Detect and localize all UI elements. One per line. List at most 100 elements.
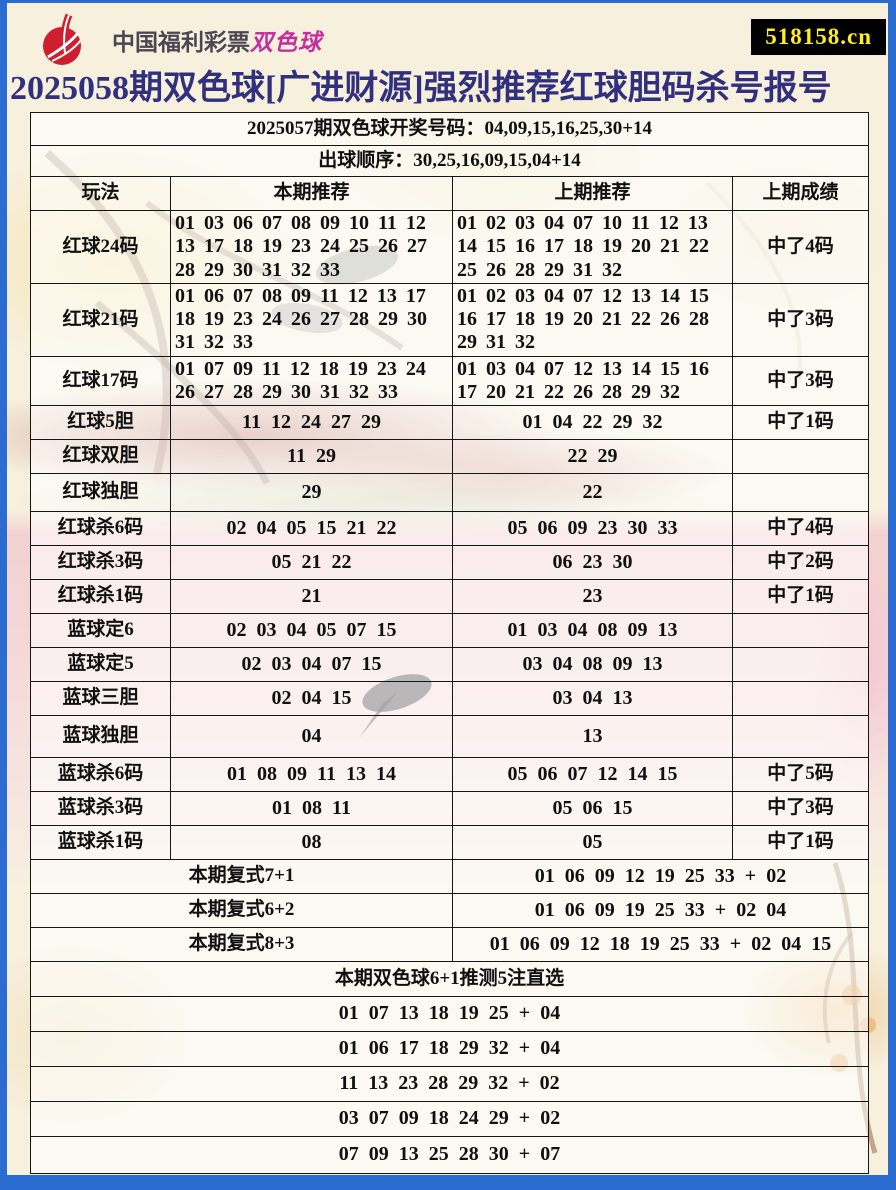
duplex-row: 本期复式7+1 01 06 09 12 19 25 33 + 02 [30,858,870,894]
table-row: 蓝球独胆 04 13 [30,714,870,758]
direct-pick: 03 07 09 18 24 29 + 02 [29,1100,870,1137]
table-row: 红球独胆 29 22 [30,472,870,512]
play-label: 蓝球杀1码 [30,824,171,860]
direct-pick-row: 01 06 17 18 29 32 + 04 [29,1030,870,1067]
play-label: 蓝球定5 [30,646,171,682]
current-numbers: 04 [170,714,453,758]
current-numbers: 02 04 15 [170,680,453,716]
duplex-label: 本期复式7+1 [30,858,453,894]
current-numbers: 11 29 [170,438,453,474]
direct-section-header: 本期双色球6+1推测5注直选 [29,960,870,997]
score-cell [731,612,870,648]
score-cell: 中了1码 [731,404,870,440]
score-cell: 中了3码 [731,355,870,406]
direct-pick: 11 13 23 28 29 32 + 02 [29,1065,870,1102]
table-row: 蓝球杀1码 08 05 中了1码 [30,824,870,860]
score-cell [731,438,870,474]
table-row: 蓝球杀6码 01 08 09 11 13 14 05 06 07 12 14 1… [30,756,870,792]
previous-numbers: 06 23 30 [452,544,733,580]
brand-text: 中国福利彩票 [112,29,250,55]
score-cell: 中了4码 [731,510,870,546]
direct-pick-row: 03 07 09 18 24 29 + 02 [29,1100,870,1137]
play-label: 红球24码 [30,210,171,284]
previous-numbers: 05 06 15 [452,790,733,826]
current-numbers: 08 [170,824,453,860]
score-cell: 中了1码 [731,578,870,614]
score-cell: 中了2码 [731,544,870,580]
table-row: 红球杀1码 21 23 中了1码 [30,578,870,614]
direct-header-row: 本期双色球6+1推测5注直选 [29,960,870,997]
play-label: 蓝球杀6码 [30,756,171,792]
play-label: 红球独胆 [30,472,171,512]
duplex-numbers: 01 06 09 19 25 33 + 02 04 [451,892,870,928]
table-row: 红球5胆 11 12 24 27 29 01 04 22 29 32 中了1码 [30,404,870,440]
col-header-play: 玩法 [30,176,171,211]
previous-numbers: 22 [452,472,733,512]
current-numbers: 05 21 22 [170,544,453,580]
duplex-numbers: 01 06 09 12 18 19 25 33 + 02 04 15 [451,926,870,962]
score-cell: 中了5码 [731,756,870,792]
current-numbers: 01 07 09 11 12 18 19 23 24 26 27 28 29 3… [170,355,453,406]
score-cell: 中了3码 [731,283,870,357]
page-title: 2025058期双色球[广进财源]强烈推荐红球胆码杀号报号 [10,70,832,107]
current-numbers: 11 12 24 27 29 [170,404,453,440]
current-numbers: 01 08 09 11 13 14 [170,756,453,792]
score-cell [731,646,870,682]
table-row: 蓝球杀3码 01 08 11 05 06 15 中了3码 [30,790,870,826]
table-header-row: 玩法 本期推荐 上期推荐 上期成绩 [30,176,870,211]
current-numbers: 01 06 07 08 09 11 12 13 17 18 19 23 24 2… [170,283,453,357]
previous-numbers: 01 02 03 04 07 12 13 14 15 16 17 18 19 2… [452,283,733,357]
china-welfare-lottery-logo-icon [36,13,98,74]
table-row: 红球21码 01 06 07 08 09 11 12 13 17 18 19 2… [30,283,870,357]
previous-numbers: 01 03 04 07 12 13 14 15 16 17 20 21 22 2… [452,355,733,406]
previous-numbers: 22 29 [452,438,733,474]
prediction-table: 2025057期双色球开奖号码：04,09,15,16,25,30+14 出球顺… [29,112,870,1174]
duplex-label: 本期复式8+3 [30,926,453,962]
current-numbers: 02 04 05 15 21 22 [170,510,453,546]
table-row: 蓝球定5 02 03 04 07 15 03 04 08 09 13 [30,646,870,682]
page-header: 中国福利彩票双色球 518158.cn [28,11,888,65]
score-cell [731,714,870,758]
score-cell: 中了1码 [731,824,870,860]
prev-draw-result: 2025057期双色球开奖号码：04,09,15,16,25,30+14 [29,112,870,146]
score-cell [731,680,870,716]
draw-order: 出球顺序：30,25,16,09,15,04+14 [29,145,870,177]
direct-pick: 07 09 13 25 28 30 + 07 [29,1135,870,1174]
col-header-score: 上期成绩 [731,176,870,211]
current-numbers: 01 03 06 07 08 09 10 11 12 13 17 18 19 2… [170,210,453,284]
previous-numbers: 03 04 13 [452,680,733,716]
previous-numbers: 05 [452,824,733,860]
col-header-previous: 上期推荐 [452,176,733,211]
current-numbers: 29 [170,472,453,512]
duplex-label: 本期复式6+2 [30,892,453,928]
table-row: 2025057期双色球开奖号码：04,09,15,16,25,30+14 [29,112,870,146]
play-label: 蓝球杀3码 [30,790,171,826]
previous-numbers: 13 [452,714,733,758]
duplex-row: 本期复式8+3 01 06 09 12 18 19 25 33 + 02 04 … [30,926,870,962]
table-row: 红球双胆 11 29 22 29 [30,438,870,474]
brand-title: 中国福利彩票双色球 [112,23,322,57]
play-label: 红球杀1码 [30,578,171,614]
table-row: 出球顺序：30,25,16,09,15,04+14 [29,145,870,177]
table-row: 红球17码 01 07 09 11 12 18 19 23 24 26 27 2… [30,355,870,406]
play-label: 红球双胆 [30,438,171,474]
direct-pick-row: 11 13 23 28 29 32 + 02 [29,1065,870,1102]
play-label: 红球5胆 [30,404,171,440]
table-row: 红球杀6码 02 04 05 15 21 22 05 06 09 23 30 3… [30,510,870,546]
score-cell [731,472,870,512]
table-row: 红球杀3码 05 21 22 06 23 30 中了2码 [30,544,870,580]
play-label: 红球杀6码 [30,510,171,546]
previous-numbers: 05 06 09 23 30 33 [452,510,733,546]
previous-numbers: 01 02 03 04 07 10 11 12 13 14 15 16 17 1… [452,210,733,284]
duplex-numbers: 01 06 09 12 19 25 33 + 02 [451,858,870,894]
table-row: 蓝球三胆 02 04 15 03 04 13 [30,680,870,716]
play-label: 红球21码 [30,283,171,357]
score-cell: 中了3码 [731,790,870,826]
previous-numbers: 03 04 08 09 13 [452,646,733,682]
play-label: 红球杀3码 [30,544,171,580]
direct-pick-row: 01 07 13 18 19 25 + 04 [29,995,870,1032]
previous-numbers: 05 06 07 12 14 15 [452,756,733,792]
table-row: 蓝球定6 02 03 04 05 07 15 01 03 04 08 09 13 [30,612,870,648]
previous-numbers: 01 04 22 29 32 [452,404,733,440]
play-label: 蓝球三胆 [30,680,171,716]
